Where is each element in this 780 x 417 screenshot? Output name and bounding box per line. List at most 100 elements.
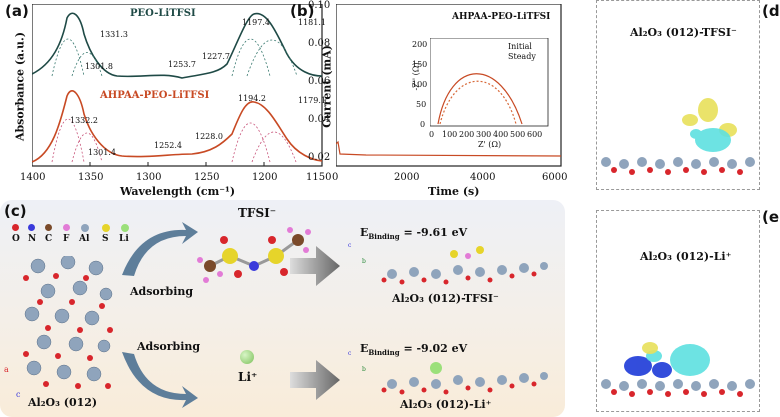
current-trace xyxy=(336,140,562,157)
a-xtick-1: 1350 xyxy=(78,172,104,183)
panel-a-xlabel: Wavelength (cm⁻¹) xyxy=(120,185,236,198)
binding-e-1: E xyxy=(360,226,369,239)
a-xtick-4: 1200 xyxy=(252,172,278,183)
axis-a: a xyxy=(4,365,9,374)
inset-ytick-4: 200 xyxy=(412,40,428,49)
bottom-peak-3: 1252.4 xyxy=(154,141,182,150)
adsorbing-label-2: Adsorbing xyxy=(137,340,201,353)
top-peak-5: 1197.4 xyxy=(242,18,270,27)
panel-b-title: AHPAA-PEO-LiTFSI xyxy=(452,12,551,22)
binding-sub-1: Binding xyxy=(368,232,400,242)
inset-xtick-1: 100 xyxy=(442,130,458,139)
b-xtick-2: 4000 xyxy=(470,172,496,183)
legend-label-s: S xyxy=(102,234,109,244)
product-slab-2 xyxy=(381,362,548,395)
binding-energy-1: EBinding = -9.61 eV xyxy=(360,226,467,241)
panel-a-label: (a) xyxy=(5,2,29,20)
top-fit-3 xyxy=(231,38,271,77)
panel-d-title: Al₂O₃ (012)-TFSI⁻ xyxy=(630,26,737,39)
product-slab-1 xyxy=(381,246,548,285)
panel-a: (a) Absorbance (a.u.) PEO-LiTFSI 1331.3 … xyxy=(0,0,332,200)
legend-dot-f xyxy=(63,224,70,231)
bottom-fit-1 xyxy=(51,118,85,163)
legend-dot-c xyxy=(45,224,52,231)
binding-val-1: = -9.61 eV xyxy=(403,226,468,239)
bottom-peak-6: 1179.1 xyxy=(298,96,326,105)
top-fit-4 xyxy=(246,39,298,77)
inset-xlabel: Z' (Ω) xyxy=(478,140,502,149)
steady-arc xyxy=(439,80,517,125)
b-xtick-1: 2000 xyxy=(394,172,420,183)
adsorb-arrow-top xyxy=(122,222,198,276)
b-xtick-3: 6000 xyxy=(542,172,568,183)
top-peak-6: 1181.1 xyxy=(298,18,326,27)
tfsi-label: TFSI⁻ xyxy=(238,206,277,220)
panel-a-ylabel: Absorbance (a.u.) xyxy=(13,31,27,142)
b-ytick-2: 0.06 xyxy=(308,76,331,87)
top-peak-3: 1253.7 xyxy=(168,60,196,69)
b-ytick-0: 0.10 xyxy=(308,0,331,11)
panel-b-xlabel: Time (s) xyxy=(428,185,480,198)
product-label-1: Al₂O₃ (012)-TFSI⁻ xyxy=(392,292,499,305)
a-xtick-0: 1400 xyxy=(20,172,46,183)
axis-b-small-2: b xyxy=(362,366,366,373)
inset-xtick-4: 400 xyxy=(493,130,509,139)
axis-c: c xyxy=(16,390,21,399)
top-fit-2 xyxy=(71,52,103,77)
inset-xtick-0: 0 xyxy=(429,130,435,139)
inset-ytick-1: 50 xyxy=(416,100,427,109)
top-peak-2: 1301.8 xyxy=(85,62,113,71)
panel-e-cell xyxy=(596,210,760,412)
top-series-name: PEO-LiTFSI xyxy=(130,8,196,19)
legend-label-al: Al xyxy=(79,234,90,244)
tfsi-molecule xyxy=(197,227,311,283)
bottom-fit-3 xyxy=(231,122,271,163)
bottom-fit-2 xyxy=(71,132,103,163)
substrate-crystal xyxy=(23,256,113,389)
a-xtick-3: 1250 xyxy=(194,172,220,183)
inset-xtick-3: 300 xyxy=(476,130,492,139)
panel-d-cell xyxy=(596,0,760,190)
axis-c-small-2: c xyxy=(348,350,352,357)
legend-label-f: F xyxy=(63,234,70,244)
a-xtick-5: 1150 xyxy=(306,172,332,183)
li-label: Li⁺ xyxy=(238,370,258,384)
top-spectrum-line xyxy=(32,12,323,79)
adsorbing-label-1: Adsorbing xyxy=(130,285,194,298)
panel-c: (c) O N C F Al S Li a c xyxy=(0,200,565,417)
bottom-spectrum-line xyxy=(32,90,323,163)
legend-dot-n xyxy=(28,224,35,231)
axis-b-small-1: b xyxy=(362,258,366,265)
panel-b-label: (b) xyxy=(290,2,315,20)
panel-e-title: Al₂O₃ (012)-Li⁺ xyxy=(640,250,732,263)
bottom-series-name: AHPAA-PEO-LiTFSI xyxy=(100,90,210,101)
inset-ytick-3: 150 xyxy=(412,60,428,69)
initial-arc xyxy=(437,73,523,125)
panel-b-plot xyxy=(336,4,562,167)
legend-dot-li xyxy=(121,224,129,232)
b-ytick-3: 0.04 xyxy=(308,114,331,125)
inset-ytick-2: 100 xyxy=(412,80,428,89)
top-peak-1: 1331.3 xyxy=(100,30,128,39)
legend-initial: Initial xyxy=(508,42,532,51)
binding-e-2: E xyxy=(360,342,369,355)
legend-dot-o xyxy=(12,224,19,231)
gray-arrow-top xyxy=(290,246,340,286)
legend-label-c: C xyxy=(45,234,53,244)
adsorb-arrow-bottom xyxy=(122,352,198,408)
panel-e-density xyxy=(601,342,755,397)
panel-c-label: (c) xyxy=(4,202,27,220)
product-label-2: Al₂O₃ (012)-Li⁺ xyxy=(400,398,492,411)
legend-dot-al xyxy=(81,224,89,232)
li-ion xyxy=(240,350,254,364)
panel-e-label: (e) xyxy=(762,208,780,226)
axis-c-small-1: c xyxy=(348,242,352,249)
bottom-peak-1: 1332.2 xyxy=(70,116,98,125)
inset-ytick-0: 0 xyxy=(420,120,426,129)
legend-steady: Steady xyxy=(508,52,536,61)
b-xtick-0: 0 xyxy=(332,172,339,183)
gray-arrow-bottom xyxy=(290,360,340,400)
b-ytick-1: 0.08 xyxy=(308,38,331,49)
binding-energy-2: EBinding = -9.02 eV xyxy=(360,342,467,357)
legend-label-li: Li xyxy=(119,234,129,244)
